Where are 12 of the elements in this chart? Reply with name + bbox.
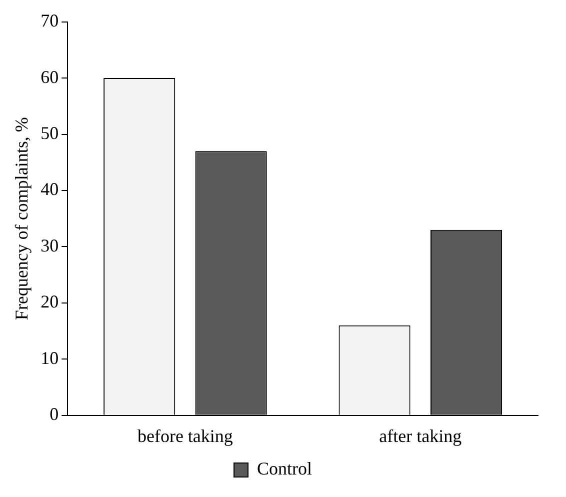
y-tick-label: 20 (40, 292, 59, 312)
legend-label: Control (257, 458, 312, 479)
y-tick-label: 50 (40, 122, 59, 143)
y-tick-label: 0 (50, 404, 59, 424)
x-tick-label: before taking (137, 426, 233, 446)
y-tick-label: 30 (40, 235, 59, 256)
y-tick-label: 70 (40, 10, 59, 31)
y-tick-label: 40 (40, 179, 59, 200)
y-tick-label: 10 (40, 348, 59, 368)
x-tick-label: after taking (379, 426, 462, 446)
y-axis-title: Frequency of complaints, % (12, 117, 32, 320)
y-tick-label: 60 (40, 66, 59, 87)
